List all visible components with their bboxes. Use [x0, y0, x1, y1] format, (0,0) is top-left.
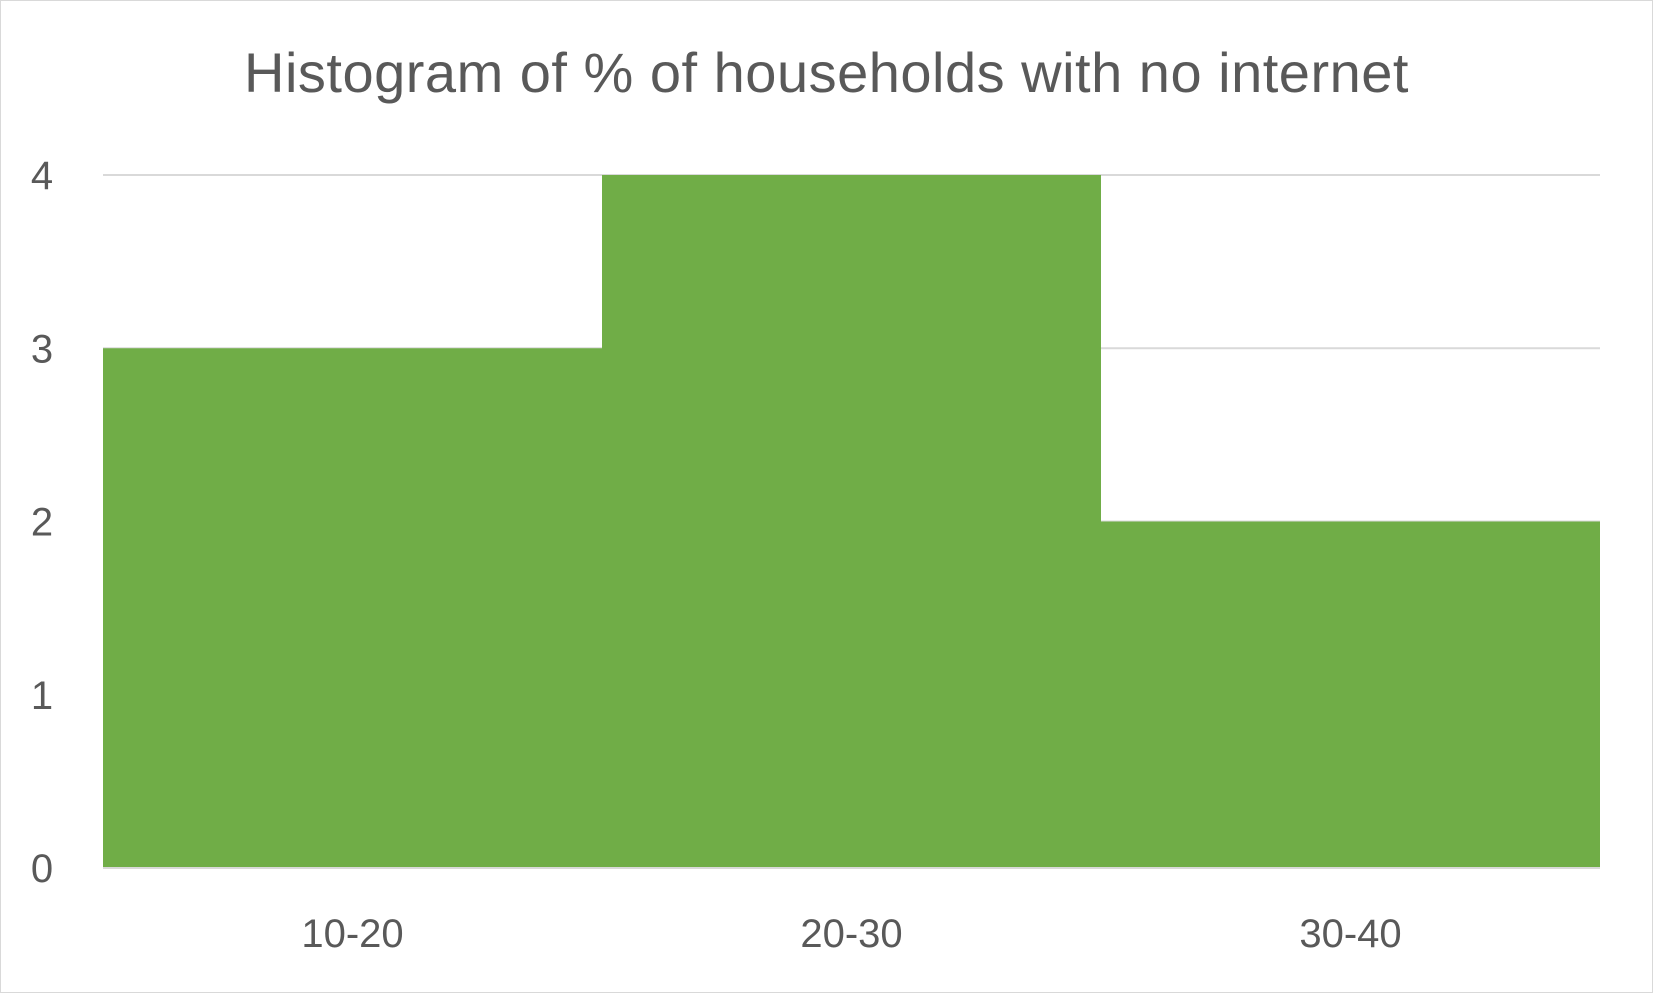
y-tick-label: 4: [31, 154, 53, 198]
y-tick-label: 0: [31, 847, 53, 891]
histogram-bar-30-40: [1101, 521, 1600, 868]
chart-title: Histogram of % of households with no int…: [244, 41, 1409, 104]
y-tick-label: 1: [31, 674, 53, 718]
y-tick-label: 2: [31, 501, 53, 545]
histogram-bar-10-20: [103, 348, 602, 868]
y-tick-label: 3: [31, 327, 53, 371]
x-tick-label: 20-30: [800, 912, 902, 956]
histogram-bar-20-30: [602, 175, 1101, 868]
x-tick-label: 30-40: [1299, 912, 1401, 956]
x-tick-label: 10-20: [301, 912, 403, 956]
bars: [103, 175, 1600, 868]
y-axis-tick-labels: 0 1 2 3 4: [31, 154, 53, 891]
x-axis-tick-labels: 10-20 20-30 30-40: [301, 912, 1401, 956]
